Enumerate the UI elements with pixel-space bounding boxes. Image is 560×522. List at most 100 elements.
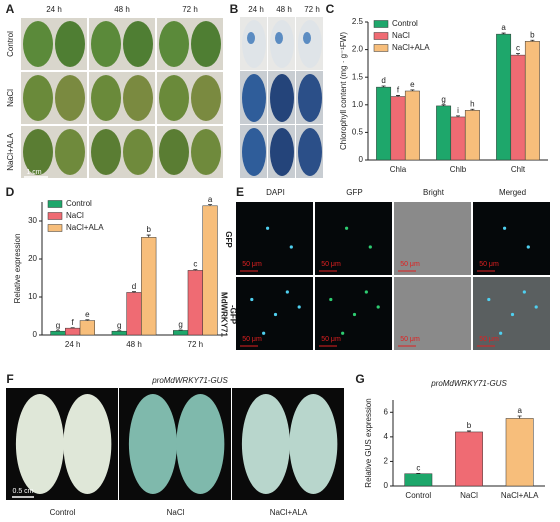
row-label: MdWRKY71 — [219, 292, 228, 337]
bar — [50, 330, 66, 336]
legend-swatch — [373, 20, 389, 28]
error-bar — [132, 291, 136, 293]
error-bar — [467, 430, 471, 432]
bar — [202, 205, 218, 336]
bar — [141, 237, 157, 336]
y-tick-label: 0 — [33, 330, 38, 339]
x-tick-label: 24 h — [65, 340, 81, 349]
leaf — [55, 21, 85, 67]
leaf — [128, 394, 177, 494]
leaf — [242, 74, 266, 122]
significance-letter: i — [457, 106, 459, 115]
stain — [247, 32, 255, 44]
legend-swatch — [47, 212, 63, 220]
significance-letter: g — [441, 95, 445, 104]
error-bar — [410, 89, 415, 91]
y-tick-label: 4 — [384, 432, 389, 441]
leaf — [241, 394, 290, 494]
micrograph — [394, 202, 471, 275]
bar — [450, 116, 466, 161]
x-tick-label: Chlb — [450, 165, 467, 174]
bar — [404, 90, 420, 161]
nucleus — [329, 297, 333, 302]
nucleus — [250, 297, 254, 302]
nucleus — [503, 226, 507, 230]
legend-label: NaCl — [66, 211, 84, 220]
leaf — [91, 21, 121, 67]
leaf — [298, 74, 322, 122]
micrograph — [394, 277, 471, 350]
bar — [173, 330, 189, 336]
bar — [390, 96, 406, 161]
x-tick-label: Control — [405, 491, 431, 500]
error-bar — [470, 108, 475, 111]
nucleus — [376, 305, 380, 309]
nucleus — [499, 331, 503, 335]
leaf — [15, 394, 64, 494]
significance-letter: e — [410, 80, 415, 89]
x-tick-label: NaCl — [460, 491, 478, 500]
scale-label: 50 μm — [321, 261, 341, 268]
bar — [464, 110, 480, 161]
significance-letter: g — [178, 320, 182, 329]
nucleus — [297, 305, 301, 309]
error-bar — [146, 234, 151, 238]
column-header: DAPI — [266, 188, 285, 197]
column-header: GFP — [346, 188, 362, 197]
row-label: Control — [6, 31, 15, 57]
significance-letter: b — [146, 225, 151, 234]
column-header: 48 h — [114, 5, 130, 14]
nucleus — [368, 245, 372, 249]
leaf — [55, 75, 85, 121]
x-tick-label: Chla — [390, 165, 407, 174]
bar — [505, 418, 534, 487]
panel-label: A — [6, 2, 15, 16]
y-tick-label: 10 — [28, 292, 37, 301]
error-bar — [441, 104, 446, 106]
scale-label: 1 cm — [26, 169, 41, 176]
significance-letter: a — [501, 23, 506, 32]
error-bar — [208, 204, 213, 206]
bar — [524, 41, 540, 161]
leaf — [270, 128, 294, 176]
leaf — [242, 128, 266, 176]
leaf — [63, 394, 112, 494]
leaf — [91, 75, 121, 121]
chart-title: proMdWRKY71-GUS — [430, 379, 507, 388]
error-bar — [516, 53, 520, 56]
column-header: 48 h — [276, 5, 292, 14]
significance-letter: g — [56, 321, 60, 330]
bar — [496, 33, 512, 161]
y-tick-label: 0.5 — [352, 128, 364, 137]
error-bar — [501, 32, 506, 35]
bar — [79, 320, 95, 336]
column-label: NaCl — [167, 508, 185, 517]
significance-letter: a — [517, 406, 522, 415]
legend-label: NaCl — [392, 31, 410, 40]
leaf — [123, 21, 153, 67]
leaf — [123, 75, 153, 121]
significance-letter: f — [397, 86, 400, 95]
panel-label: B — [230, 2, 239, 16]
scale-label: 50 μm — [400, 261, 420, 268]
nucleus — [364, 290, 368, 294]
y-tick-label: 0 — [384, 481, 389, 490]
bar — [126, 292, 142, 336]
significance-letter: b — [467, 421, 472, 430]
y-tick-label: 30 — [28, 216, 37, 225]
significance-letter: g — [117, 321, 121, 330]
row-label: GFP — [224, 231, 233, 248]
row-label: NaCl — [6, 89, 15, 107]
legend-swatch — [373, 44, 389, 52]
y-tick-label: 0 — [359, 155, 364, 164]
leaf — [23, 75, 53, 121]
bar — [187, 270, 203, 336]
scale-label: 50 μm — [400, 336, 420, 343]
nucleus — [262, 331, 266, 335]
scale-label: 50 μm — [479, 261, 499, 268]
nucleus — [341, 331, 345, 335]
leaf — [159, 21, 189, 67]
bar — [510, 54, 526, 161]
y-tick-label: 1.0 — [352, 100, 364, 109]
leaf — [270, 74, 294, 122]
